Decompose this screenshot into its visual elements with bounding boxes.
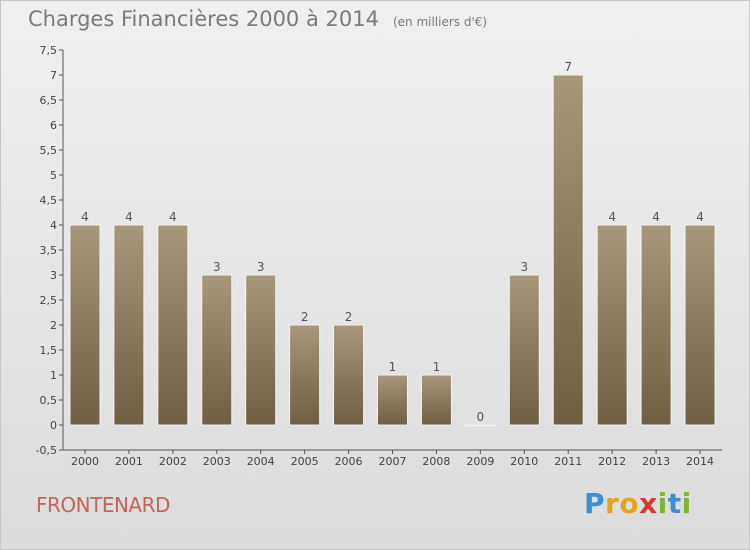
bar-2002 <box>157 224 189 426</box>
y-tick-label: 0 <box>50 419 57 432</box>
label-layer: 4 4 4 3 3 2 2 1 1 0 3 7 4 4 4 <box>81 60 704 424</box>
x-tick-label-2008: 2008 <box>422 455 450 468</box>
logo-letter: t <box>667 487 682 520</box>
data-label-2006: 2 <box>345 310 353 324</box>
proxiti-logo: Proxiti <box>584 487 692 520</box>
y-tick-label: 6 <box>50 119 57 132</box>
x-tick-label-2000: 2000 <box>71 455 99 468</box>
logo-letter: i <box>681 487 692 520</box>
x-tick-label-2001: 2001 <box>115 455 143 468</box>
data-label-2013: 4 <box>652 210 660 224</box>
x-tick-label-2006: 2006 <box>335 455 363 468</box>
x-tick-label-2011: 2011 <box>554 455 582 468</box>
logo-letter: o <box>619 487 640 520</box>
x-tick-label-2014: 2014 <box>686 455 714 468</box>
data-label-2009: 0 <box>477 410 485 424</box>
data-label-2004: 3 <box>257 260 265 274</box>
bar-2003 <box>201 274 233 426</box>
x-tick-label-2007: 2007 <box>379 455 407 468</box>
data-label-2008: 1 <box>433 360 441 374</box>
y-tick-label: 3 <box>50 269 57 282</box>
y-tick-label: 5 <box>50 169 57 182</box>
data-label-2012: 4 <box>608 210 616 224</box>
bar-2001 <box>113 224 145 426</box>
bar-layer <box>69 74 716 427</box>
y-tick-label: 7,5 <box>40 44 58 57</box>
data-label-2003: 3 <box>213 260 221 274</box>
x-tick-label-2003: 2003 <box>203 455 231 468</box>
data-label-2002: 4 <box>169 210 177 224</box>
x-tick-label-2004: 2004 <box>247 455 275 468</box>
data-label-2010: 3 <box>520 260 528 274</box>
y-tick-label: 2,5 <box>40 294 58 307</box>
data-label-2001: 4 <box>125 210 133 224</box>
bar-2009 <box>464 424 496 427</box>
y-tick-label: 3,5 <box>40 244 58 257</box>
logo-letter: x <box>639 487 658 520</box>
x-tick-label-2005: 2005 <box>291 455 319 468</box>
chart-subtitle: (en milliers d'€) <box>392 15 488 29</box>
data-label-2014: 4 <box>696 210 704 224</box>
chart-title: Charges Financières 2000 à 2014 (en milli… <box>28 7 488 31</box>
x-tick-label-2012: 2012 <box>598 455 626 468</box>
y-tick-label: 5,5 <box>40 144 58 157</box>
y-tick-label: 4 <box>50 219 57 232</box>
logo-letter: r <box>605 487 620 520</box>
bar-2010 <box>508 274 540 426</box>
bar-2005 <box>289 324 321 426</box>
x-tick-label-2009: 2009 <box>466 455 494 468</box>
bar-2008 <box>420 374 452 426</box>
data-label-2007: 1 <box>389 360 397 374</box>
logo-letter: P <box>584 487 606 520</box>
y-tick-label: 0,5 <box>40 394 58 407</box>
x-tick-label-2010: 2010 <box>510 455 538 468</box>
x-tick-label-2013: 2013 <box>642 455 670 468</box>
bar-2004 <box>245 274 277 426</box>
y-tick-label: 4,5 <box>40 194 58 207</box>
bar-2013 <box>640 224 672 426</box>
bar-2011 <box>552 74 584 426</box>
bar-2007 <box>377 374 408 426</box>
y-tick-label: 1,5 <box>40 344 58 357</box>
data-label-2005: 2 <box>301 310 309 324</box>
data-label-2000: 4 <box>81 210 89 224</box>
bar-2014 <box>684 224 716 426</box>
x-tick-label-2002: 2002 <box>159 455 187 468</box>
y-tick-label: -0,5 <box>36 444 57 457</box>
bar-2012 <box>596 224 628 426</box>
axis-layer: -0,5 0 0,5 1 1,5 2 2,5 3 3,5 4 4,5 5 5,5 6 6,5 7 7,5 2000… <box>36 44 722 468</box>
logo-letter: i <box>657 487 668 520</box>
y-tick-label: 6,5 <box>40 94 58 107</box>
bar-2006 <box>333 324 365 426</box>
data-label-2011: 7 <box>564 60 572 74</box>
bar-2000 <box>69 224 101 426</box>
y-tick-label: 1 <box>50 369 57 382</box>
commune-name: FRONTENARD <box>36 493 170 517</box>
y-tick-label: 2 <box>50 319 57 332</box>
y-tick-label: 7 <box>50 69 57 82</box>
